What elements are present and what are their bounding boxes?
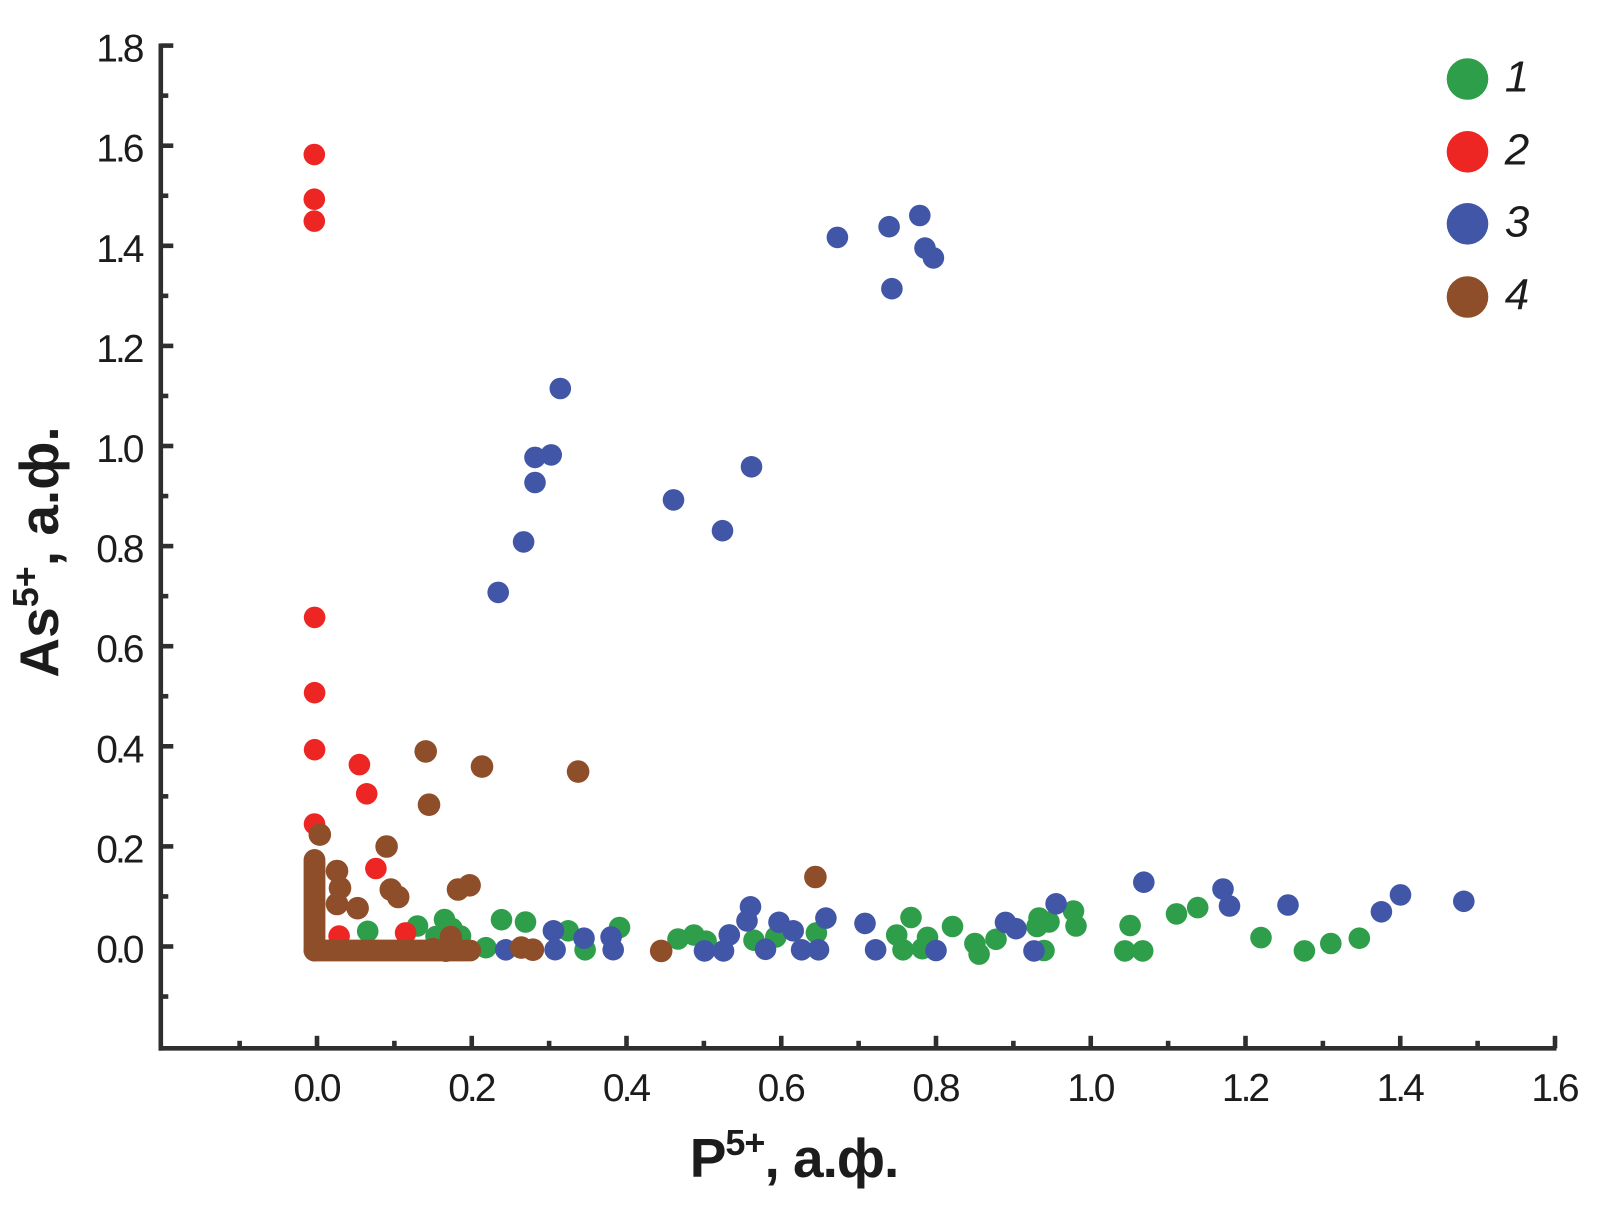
svg-text:1.4: 1.4: [96, 228, 144, 271]
svg-text:0.4: 0.4: [603, 1067, 651, 1110]
svg-text:1.6: 1.6: [1531, 1067, 1578, 1110]
svg-text:0.8: 0.8: [96, 528, 143, 571]
svg-text:1.2: 1.2: [1222, 1067, 1269, 1110]
svg-text:1.0: 1.0: [1067, 1067, 1115, 1110]
svg-text:0.6: 0.6: [758, 1067, 805, 1110]
svg-text:1.4: 1.4: [1377, 1067, 1425, 1110]
svg-text:As5+, а.ф.: As5+, а.ф.: [5, 426, 70, 677]
svg-text:0.4: 0.4: [96, 728, 144, 771]
svg-text:1.0: 1.0: [96, 428, 144, 471]
svg-text:P5+, а.ф.: P5+, а.ф.: [690, 1122, 899, 1189]
svg-text:0.8: 0.8: [912, 1067, 959, 1110]
svg-text:0.6: 0.6: [96, 628, 143, 671]
svg-text:0.2: 0.2: [96, 828, 143, 871]
svg-text:1.6: 1.6: [96, 128, 143, 171]
svg-text:1: 1: [1505, 53, 1529, 102]
svg-text:0.0: 0.0: [293, 1067, 341, 1110]
svg-text:1.8: 1.8: [96, 28, 143, 71]
svg-text:0.2: 0.2: [448, 1067, 495, 1110]
svg-text:4: 4: [1505, 271, 1529, 320]
svg-text:1.2: 1.2: [96, 328, 143, 371]
svg-text:0.0: 0.0: [96, 929, 144, 972]
svg-text:3: 3: [1505, 197, 1530, 246]
svg-text:2: 2: [1504, 125, 1529, 174]
